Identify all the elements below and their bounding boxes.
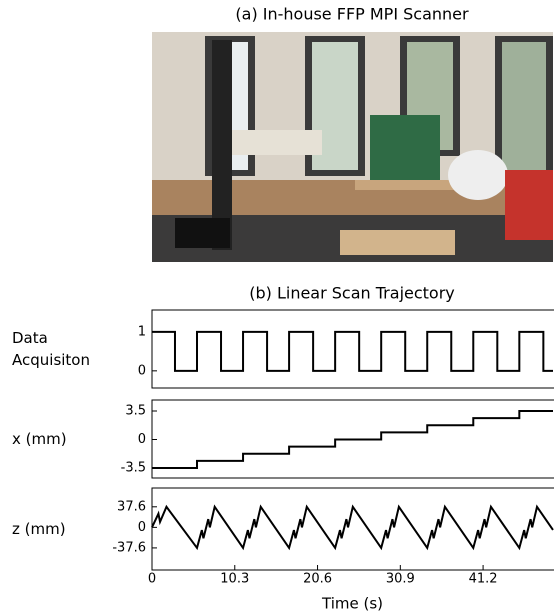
y-axis-label: Data Acquisiton: [12, 327, 112, 371]
x-axis-label: Time (s): [321, 595, 383, 613]
x-tick-label: 30.9: [386, 572, 415, 587]
y-tick-label: 1: [138, 324, 146, 339]
y-tick-label: 3.5: [125, 403, 146, 418]
y-tick-label: -37.6: [112, 540, 146, 555]
chart-title: (b) Linear Scan Trajectory: [249, 284, 455, 303]
data-line: [152, 411, 553, 468]
data-line: [152, 507, 553, 548]
plot-frame: [152, 488, 554, 570]
x-tick-label: 20.6: [303, 572, 332, 587]
photo-title: (a) In-house FFP MPI Scanner: [235, 5, 469, 24]
y-tick-label: 37.6: [117, 499, 146, 514]
x-tick-label: 10.3: [220, 572, 249, 587]
photo: [152, 32, 553, 262]
y-axis-label: z (mm): [12, 518, 112, 540]
x-tick-label: 0: [148, 572, 156, 587]
y-tick-label: 0: [138, 432, 146, 447]
y-tick-label: 0: [138, 520, 146, 535]
figure: (a) In-house FFP MPI Scanner (b) Linear …: [0, 0, 554, 616]
y-axis-label: x (mm): [12, 428, 112, 450]
y-tick-label: 0: [138, 363, 146, 378]
x-tick-label: 41.2: [469, 572, 498, 587]
data-line: [152, 332, 553, 371]
y-tick-label: -3.5: [121, 460, 146, 475]
plot-frame: [152, 310, 554, 388]
